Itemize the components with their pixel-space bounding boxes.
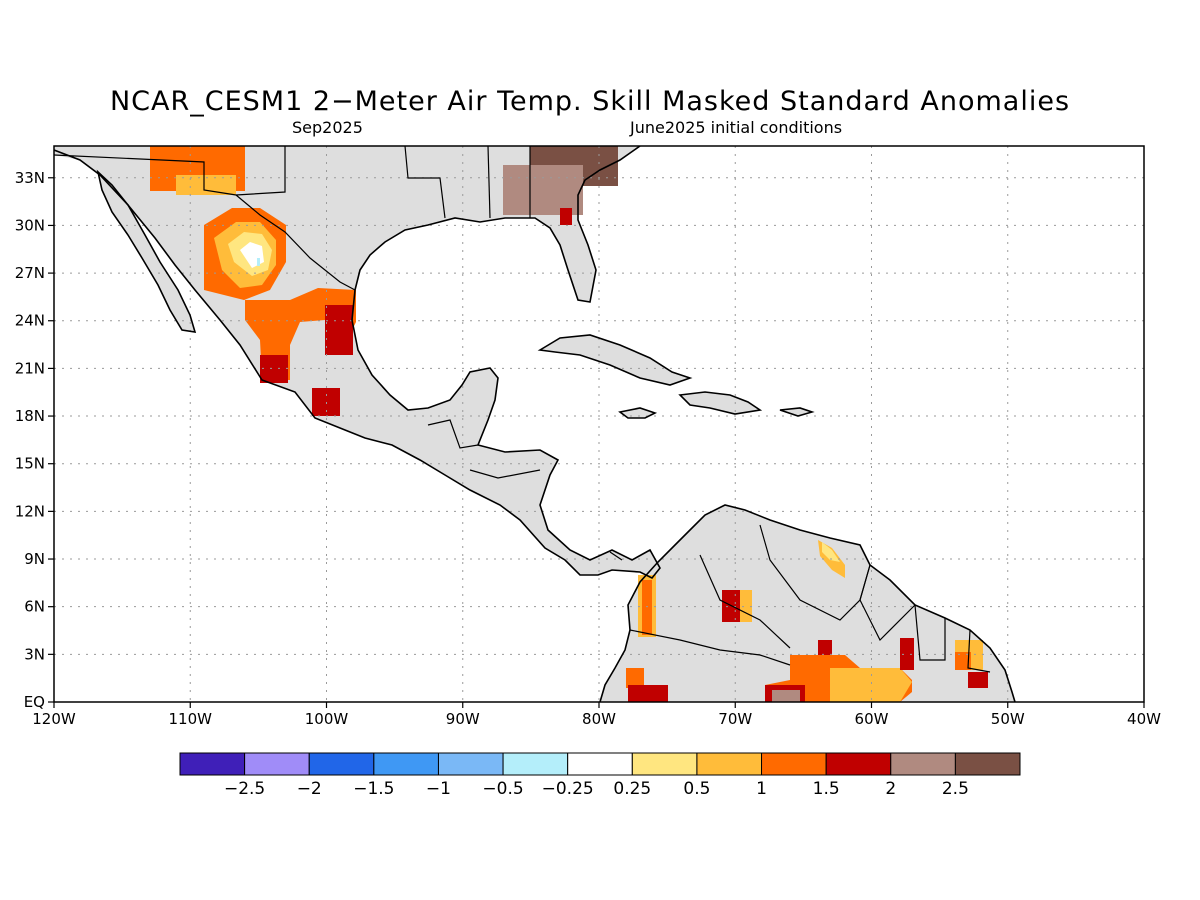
y-tick-label: 6N [24, 598, 45, 616]
colorbar-swatch [631, 752, 698, 776]
x-tick-label: 50W [991, 710, 1025, 728]
map-title: NCAR_CESM1 2−Meter Air Temp. Skill Maske… [109, 86, 1071, 117]
anomaly-patch [968, 672, 988, 688]
land-cuba [540, 335, 690, 385]
coastlines [54, 146, 1016, 702]
anomaly-patch [257, 258, 260, 266]
anomaly-patch [503, 165, 583, 215]
colorbar-swatch [567, 752, 633, 776]
anomaly-patch [772, 690, 800, 702]
anomaly-patch [642, 580, 652, 635]
x-tick-label: 110W [169, 710, 213, 728]
anomaly-patch [900, 638, 914, 670]
colorbar-label: 2 [885, 779, 896, 799]
y-tick-label: EQ [24, 693, 45, 711]
anomaly-patch [325, 305, 353, 355]
y-tick-label: 27N [15, 264, 45, 282]
y-tick-label: 21N [15, 359, 45, 377]
anomaly-patch [822, 542, 840, 562]
anomaly-patch [626, 668, 644, 688]
colorbar-label: −1.5 [353, 779, 394, 799]
anomaly-patch [176, 175, 236, 195]
colorbar-swatch [954, 752, 1021, 776]
colorbar-swatch [437, 752, 504, 776]
anomaly-patch [560, 208, 572, 225]
colorbar-label: −0.25 [542, 779, 594, 799]
x-tick-label: 120W [32, 710, 76, 728]
colorbar-label: −0.5 [482, 779, 523, 799]
y-tick-label: 33N [15, 169, 45, 187]
colorbar-label: 0.25 [613, 779, 651, 799]
political-borders [54, 146, 991, 673]
anomaly-patch [628, 685, 668, 702]
colorbar-swatch [696, 752, 763, 776]
colorbar-swatch [825, 752, 892, 776]
colorbar-swatch [308, 752, 375, 776]
x-tick-label: 70W [718, 710, 752, 728]
y-tick-label: 18N [15, 407, 45, 425]
colorbar-swatch [761, 752, 827, 776]
anomaly-patch [955, 652, 971, 670]
colorbar-label: 1.5 [813, 779, 840, 799]
x-tick-label: 40W [1127, 710, 1161, 728]
colorbar-swatch [179, 752, 246, 776]
colorbar-label: 1 [756, 779, 767, 799]
anomaly-patch [818, 640, 832, 655]
gridlines [54, 146, 1144, 702]
anomaly-patches [150, 146, 988, 702]
anomaly-patch [260, 355, 288, 383]
map-plot-area [54, 146, 1144, 702]
land-hispaniola [680, 392, 760, 414]
x-tick-label: 90W [446, 710, 480, 728]
y-tick-label: 3N [24, 645, 45, 663]
colorbar-label: −2.5 [224, 779, 265, 799]
colorbar-label: −1 [426, 779, 451, 799]
x-tick-label: 100W [305, 710, 349, 728]
initial-conditions-label: June2025 initial conditions [630, 118, 843, 137]
y-tick-label: 24N [15, 312, 45, 330]
colorbar-swatch [890, 752, 956, 776]
x-tick-label: 60W [855, 710, 889, 728]
y-tick-label: 9N [24, 550, 45, 568]
y-tick-label: 12N [15, 502, 45, 520]
y-tick-label: 15N [15, 455, 45, 473]
colorbar-label: 2.5 [942, 779, 969, 799]
y-axis: EQ 3N 6N 9N 12N 15N 18N 21N 24N 27N 30N 33N [15, 169, 54, 711]
anomaly-patch [830, 668, 912, 702]
land-baja-california [98, 172, 195, 332]
colorbar-swatch [502, 752, 569, 776]
colorbar-label: −2 [297, 779, 322, 799]
colorbar-label: 0.5 [683, 779, 710, 799]
y-tick-label: 30N [15, 216, 45, 234]
colorbar-swatch [373, 752, 439, 776]
colorbar: −2.5 −2 −1.5 −1 −0.5 −0.25 0.25 0.5 1 1.5 2 2.5 [179, 752, 1021, 799]
x-axis: 120W 110W 100W 90W 80W 70W 60W 50W 40W [32, 702, 1161, 728]
forecast-month: Sep2025 [292, 118, 363, 137]
x-tick-label: 80W [582, 710, 616, 728]
colorbar-swatch [244, 752, 310, 776]
